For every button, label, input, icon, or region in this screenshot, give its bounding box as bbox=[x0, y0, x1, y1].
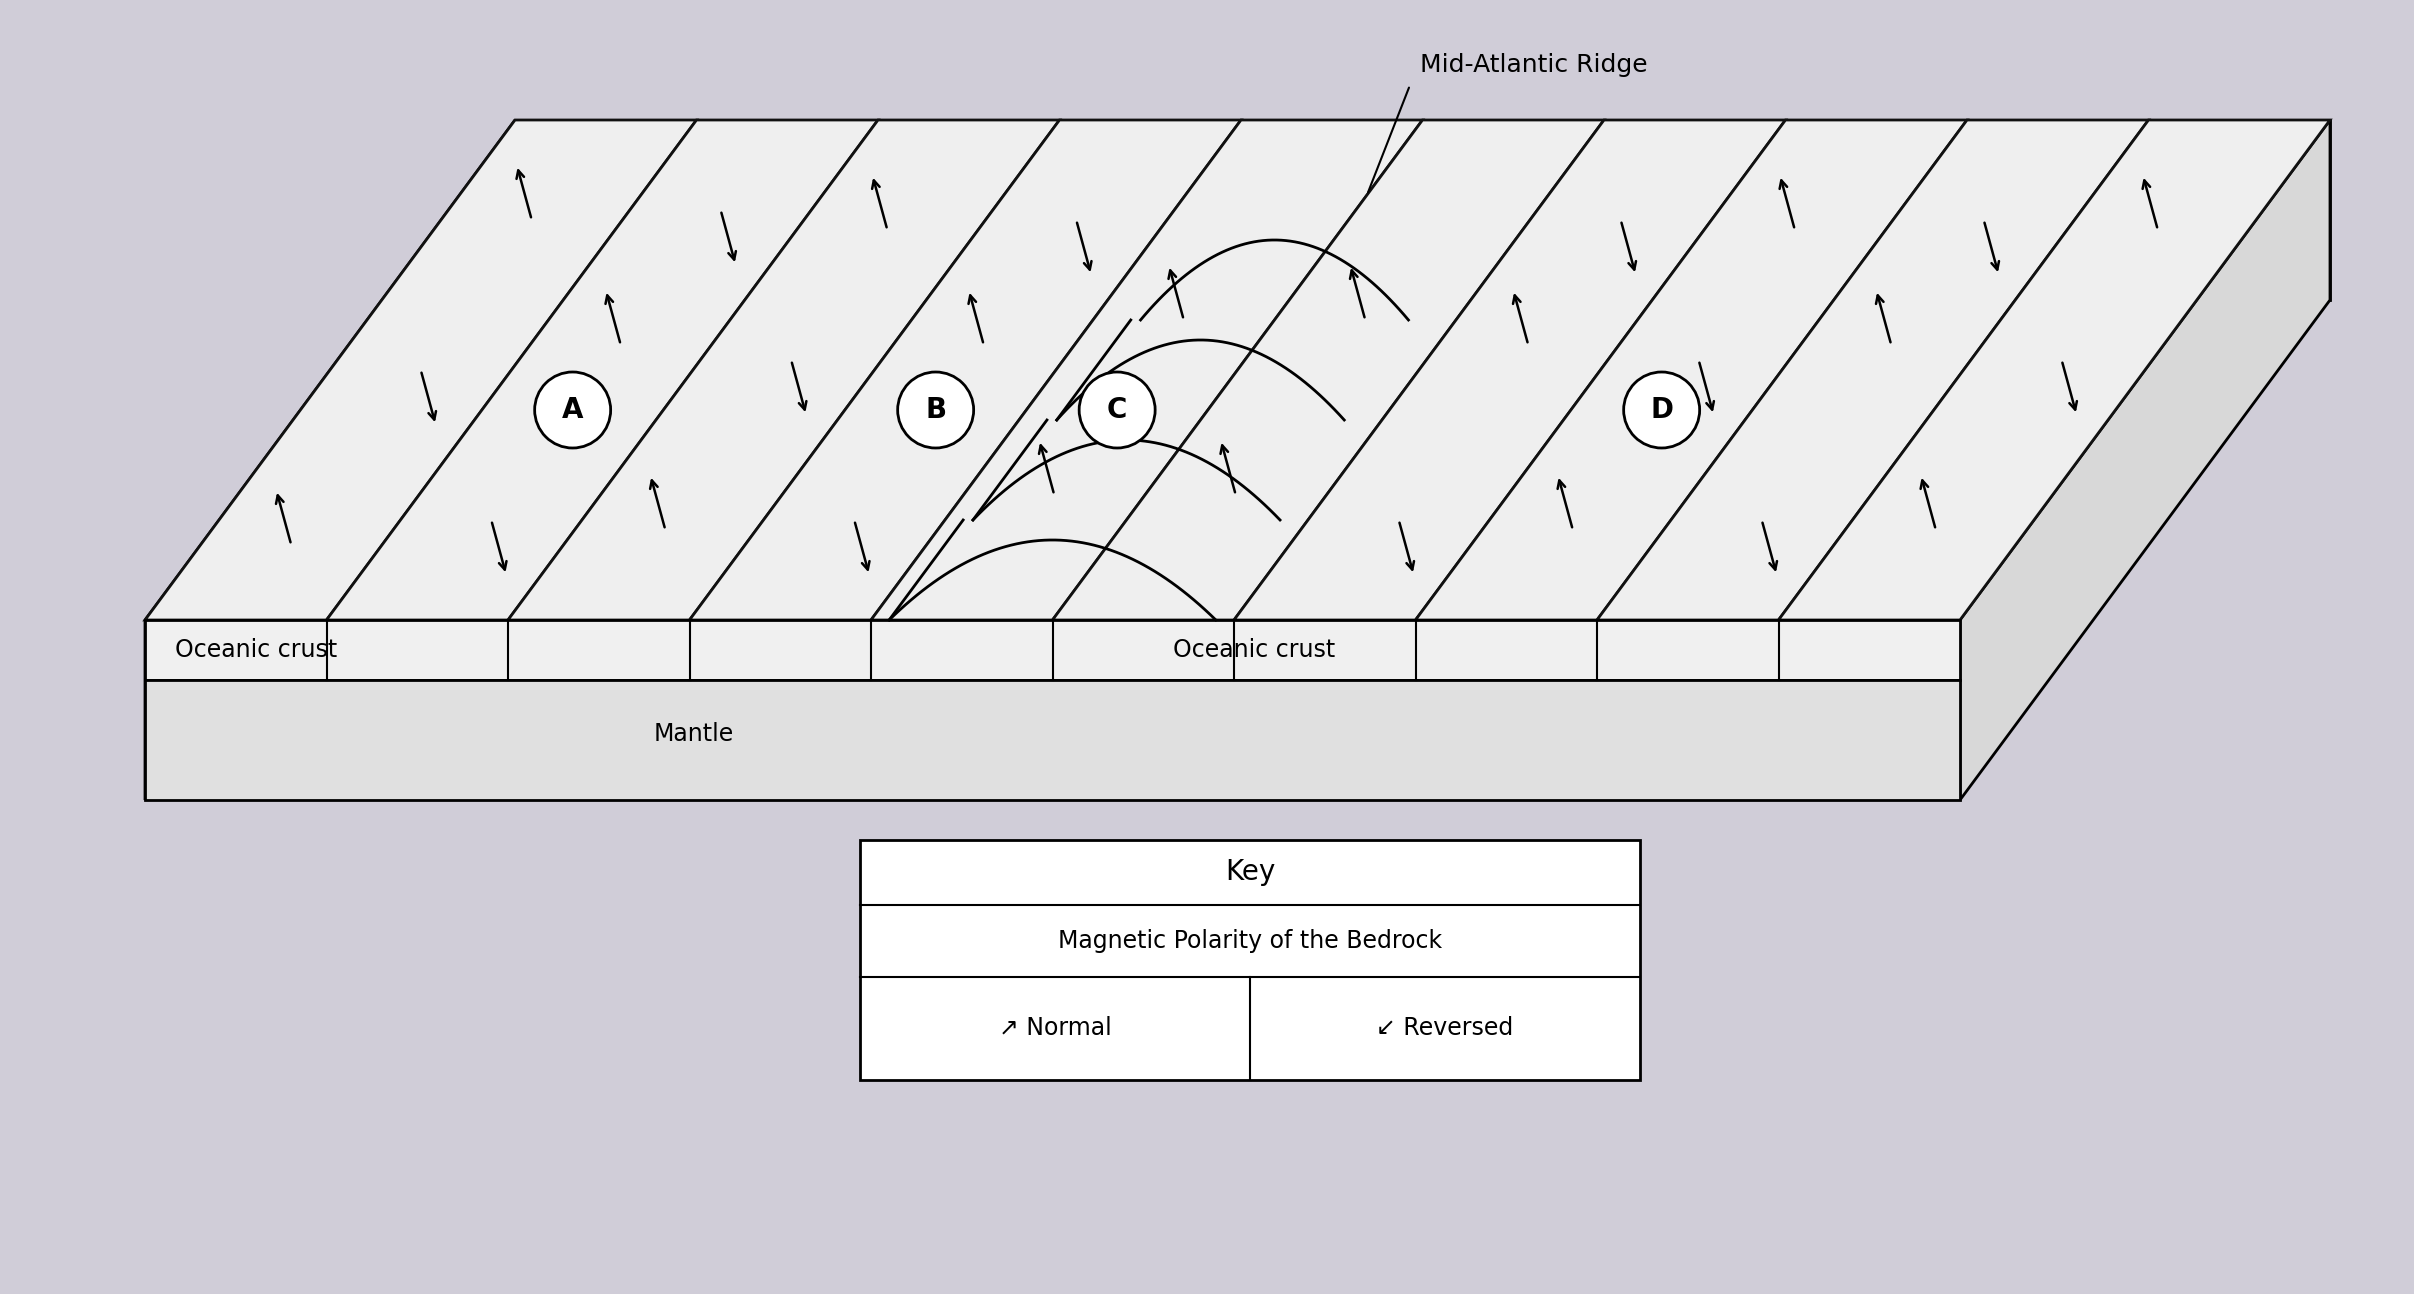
Text: ↙ Reversed: ↙ Reversed bbox=[1376, 1016, 1514, 1040]
Text: Oceanic crust: Oceanic crust bbox=[1173, 638, 1335, 663]
Bar bbox=[859, 840, 1639, 1080]
Text: ↗ Normal: ↗ Normal bbox=[999, 1016, 1110, 1040]
Text: Mid-Atlantic Ridge: Mid-Atlantic Ridge bbox=[1419, 53, 1649, 78]
Text: D: D bbox=[1651, 396, 1673, 424]
Text: Mantle: Mantle bbox=[654, 722, 734, 747]
Text: B: B bbox=[925, 396, 946, 424]
Text: A: A bbox=[562, 396, 584, 424]
Circle shape bbox=[533, 371, 611, 448]
Polygon shape bbox=[1053, 120, 1603, 620]
Polygon shape bbox=[1234, 120, 1786, 620]
Polygon shape bbox=[1960, 120, 2330, 800]
Text: Key: Key bbox=[1224, 858, 1275, 886]
Text: Magnetic Polarity of the Bedrock: Magnetic Polarity of the Bedrock bbox=[1057, 929, 1441, 952]
Text: C: C bbox=[1108, 396, 1127, 424]
Polygon shape bbox=[145, 120, 698, 620]
Circle shape bbox=[1625, 371, 1699, 448]
Polygon shape bbox=[1415, 120, 1967, 620]
Circle shape bbox=[1079, 371, 1156, 448]
Polygon shape bbox=[507, 120, 1060, 620]
Polygon shape bbox=[690, 120, 1241, 620]
Polygon shape bbox=[145, 120, 514, 800]
Polygon shape bbox=[1598, 120, 2148, 620]
Circle shape bbox=[898, 371, 973, 448]
Polygon shape bbox=[514, 120, 2330, 300]
Polygon shape bbox=[326, 120, 879, 620]
Polygon shape bbox=[871, 120, 1422, 620]
Polygon shape bbox=[145, 681, 1960, 800]
Polygon shape bbox=[1779, 120, 2330, 620]
Polygon shape bbox=[145, 620, 1960, 681]
Text: Oceanic crust: Oceanic crust bbox=[174, 638, 338, 663]
